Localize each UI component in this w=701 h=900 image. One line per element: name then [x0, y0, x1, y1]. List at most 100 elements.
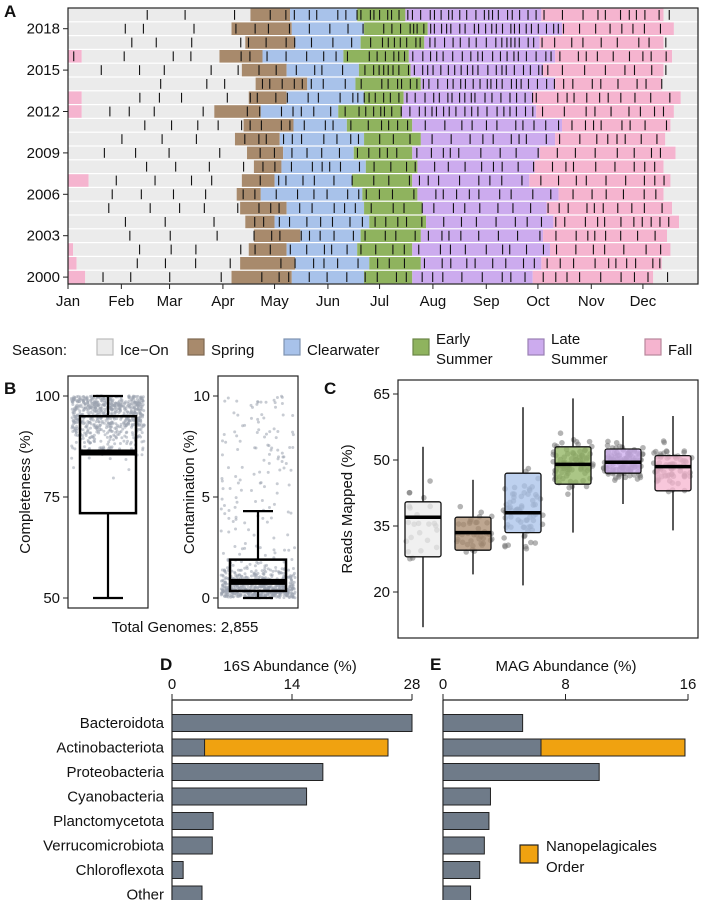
genome-point [234, 517, 238, 521]
season-bar-fall-2010 [555, 132, 666, 146]
reads-tick-20: 20 [373, 584, 390, 601]
genome-point [220, 453, 224, 457]
genome-point [131, 394, 135, 398]
season-bar-ice-on-2012 [81, 105, 215, 118]
genome-point [221, 551, 225, 555]
genome-point [235, 500, 239, 504]
genome-point [219, 507, 223, 511]
genome-point [118, 406, 122, 410]
genome-point [238, 439, 242, 443]
season-bar-early-summer-2016 [343, 50, 409, 63]
genome-point [240, 465, 244, 469]
category-label-actinobacteriota: Actinobacteriota [56, 740, 164, 757]
genome-point [245, 566, 249, 570]
season-bar-late-summer-2013 [403, 91, 533, 104]
season-bars [68, 8, 698, 284]
box-ice-on [404, 501, 442, 558]
season-bar-ice-on-2018 [68, 22, 232, 35]
genome-point [76, 414, 80, 418]
genome-point [224, 440, 228, 444]
panelE-tick-8: 8 [561, 676, 569, 693]
bar-verrucomicrobiota [442, 836, 485, 855]
season-bar-clearwater-2014 [307, 77, 356, 91]
season-bar-spring-2012 [214, 105, 261, 118]
genome-point [139, 408, 143, 412]
genome-point [290, 558, 294, 562]
genome-point [73, 408, 77, 412]
genome-point [256, 417, 260, 421]
genome-point [231, 519, 235, 523]
season-bar-ice-on-2003 [68, 229, 254, 242]
genome-point [249, 416, 253, 420]
season-bar-late-summer-2019 [405, 8, 542, 22]
season-bar-early-summer-2010 [364, 132, 421, 146]
genome-point [264, 432, 268, 436]
category-label-planctomycetota: Planctomycetota [53, 813, 165, 830]
genome-point [238, 552, 242, 556]
genome-point [104, 418, 108, 422]
genome-point [104, 400, 108, 404]
panel-label-e: E [430, 655, 441, 674]
genome-point [273, 401, 277, 405]
genome-point [288, 596, 292, 600]
genome-point [236, 413, 240, 417]
genome-point [267, 444, 271, 448]
genome-point [115, 417, 119, 421]
genome-point [135, 411, 139, 415]
season-bar-late-summer-2000 [412, 270, 533, 284]
genome-point [83, 431, 87, 435]
genome-point [269, 585, 273, 589]
genome-point [128, 395, 132, 399]
genome-point [124, 408, 128, 412]
genome-point [256, 586, 260, 590]
season-bar-ice-on-2016 [672, 50, 698, 63]
month-label-aug: Aug [420, 293, 447, 310]
reads-tick-50: 50 [373, 452, 390, 469]
genome-point [283, 548, 287, 552]
sample-point [634, 476, 641, 482]
sample-point [661, 450, 667, 456]
genome-point [103, 407, 107, 411]
sample-point [651, 450, 657, 456]
completeness-box [78, 414, 138, 515]
season-timeline: Jan Feb Mar Apr May Jun Jul Aug Sep Oct Nov Dec 201… [27, 7, 699, 310]
legend-label-late-summer-line2: Summer [551, 351, 608, 368]
genome-point [234, 475, 238, 479]
genome-point [70, 444, 74, 448]
genome-point [272, 502, 276, 506]
genome-point [119, 396, 123, 400]
genome-point [108, 422, 112, 426]
genome-point [73, 416, 77, 420]
genome-quality-boxplots: 50 75 100 Completeness (%) 0 5 10 Contamination… [17, 375, 299, 609]
sample-point [557, 430, 564, 437]
genome-point [291, 584, 295, 588]
sample-point [501, 535, 507, 541]
genome-point [141, 397, 145, 401]
genome-point [280, 402, 284, 406]
season-bar-clearwater-2011 [293, 119, 347, 132]
contamination-tick-0: 0 [202, 590, 210, 607]
sample-point [660, 438, 667, 444]
genome-point [83, 445, 87, 449]
category-label-chloroflexota: Chloroflexota [76, 862, 165, 879]
season-bar-late-summer-2011 [412, 119, 563, 132]
season-bar-clearwater-2003 [300, 229, 361, 242]
month-label-jun: Jun [316, 293, 340, 310]
genome-point [233, 544, 237, 548]
genome-point [85, 398, 89, 402]
season-bar-clearwater-2005 [286, 201, 365, 215]
genome-point [250, 574, 254, 578]
season-bar-ice-on-2019 [68, 8, 251, 22]
season-bar-fall-2004 [553, 215, 680, 229]
genome-point [223, 512, 227, 516]
year-label-2015: 2015 [27, 62, 60, 79]
genome-point [125, 435, 129, 439]
genome-point [91, 408, 95, 412]
genome-point [93, 440, 97, 444]
legend-swatch-fall [644, 338, 662, 356]
sample-point [528, 539, 534, 546]
genome-point [227, 508, 231, 512]
genome-point [119, 422, 123, 426]
sample-point [613, 439, 620, 446]
genome-point [219, 593, 223, 597]
